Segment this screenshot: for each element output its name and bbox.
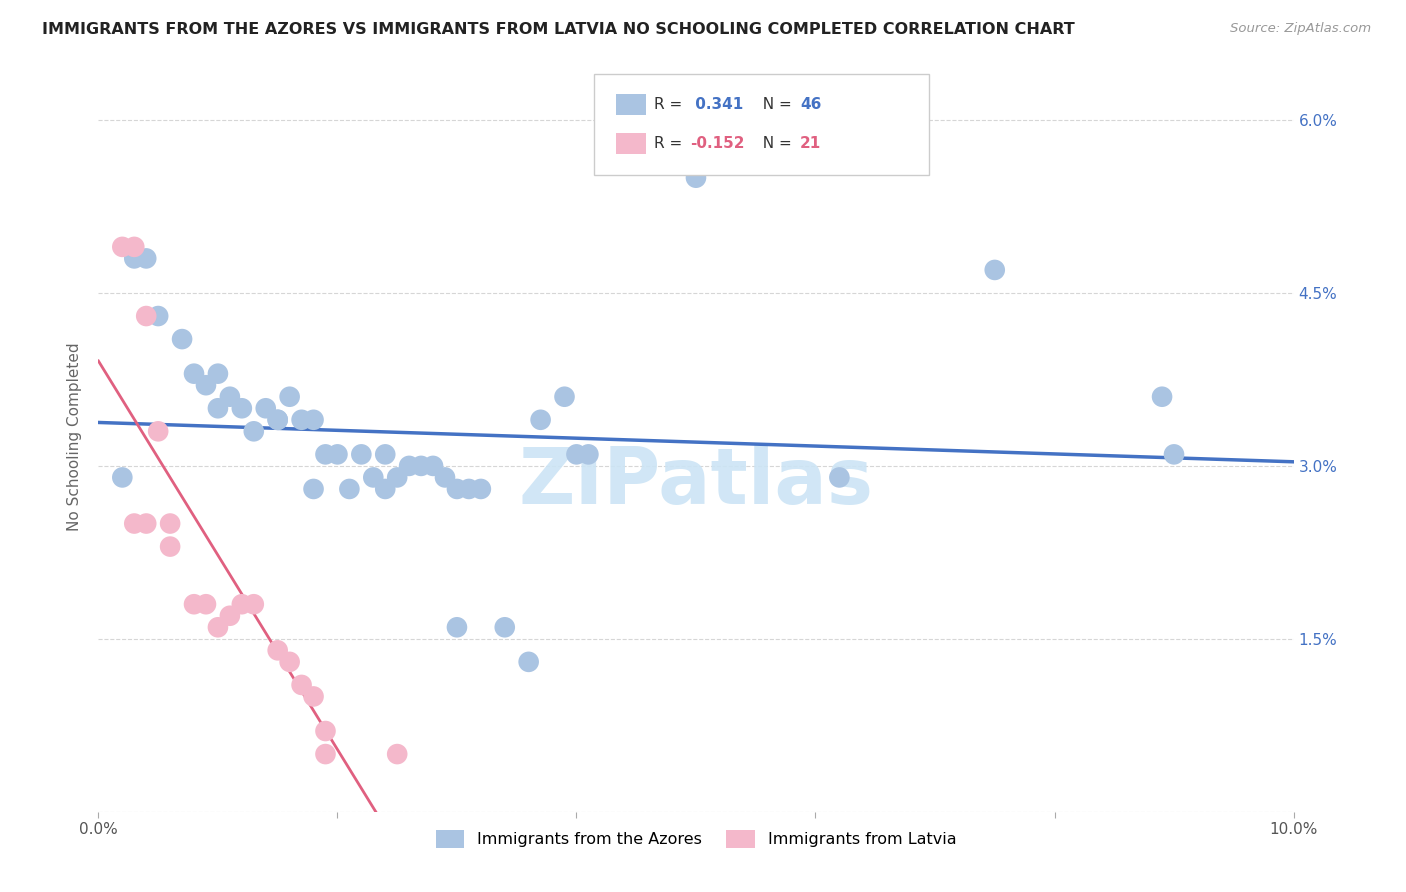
Point — [315, 747, 337, 761]
Point — [267, 413, 290, 427]
Point — [195, 597, 218, 611]
Text: ZIPatlas: ZIPatlas — [519, 444, 873, 520]
Point — [124, 252, 146, 266]
Point — [302, 413, 325, 427]
Point — [207, 401, 229, 416]
Text: 46: 46 — [800, 97, 821, 112]
Y-axis label: No Schooling Completed: No Schooling Completed — [67, 343, 83, 532]
Point — [124, 516, 146, 531]
Text: Source: ZipAtlas.com: Source: ZipAtlas.com — [1230, 22, 1371, 36]
Legend: Immigrants from the Azores, Immigrants from Latvia: Immigrants from the Azores, Immigrants f… — [427, 822, 965, 856]
Point — [411, 458, 433, 473]
Point — [135, 516, 157, 531]
Point — [685, 170, 707, 185]
Point — [291, 413, 314, 427]
Point — [363, 470, 385, 484]
Point — [1163, 447, 1185, 461]
Point — [219, 608, 242, 623]
Point — [135, 252, 157, 266]
Point — [231, 401, 253, 416]
Bar — [616, 133, 645, 153]
Point — [159, 516, 181, 531]
Point — [385, 470, 409, 484]
Bar — [616, 94, 645, 115]
Point — [984, 263, 1007, 277]
Text: -0.152: -0.152 — [690, 136, 745, 151]
Point — [302, 482, 325, 496]
Point — [315, 724, 337, 739]
Point — [267, 413, 290, 427]
Point — [446, 482, 468, 496]
FancyBboxPatch shape — [595, 74, 929, 175]
Point — [302, 690, 325, 704]
Text: 0.341: 0.341 — [690, 97, 744, 112]
Text: R =: R = — [654, 97, 688, 112]
Point — [339, 482, 361, 496]
Point — [172, 332, 194, 346]
Point — [278, 655, 301, 669]
Point — [135, 309, 157, 323]
Point — [374, 447, 396, 461]
Point — [207, 367, 229, 381]
Point — [183, 597, 205, 611]
Text: N =: N = — [754, 97, 797, 112]
Point — [828, 470, 851, 484]
Point — [291, 678, 314, 692]
Point — [517, 655, 540, 669]
Text: IMMIGRANTS FROM THE AZORES VS IMMIGRANTS FROM LATVIA NO SCHOOLING COMPLETED CORR: IMMIGRANTS FROM THE AZORES VS IMMIGRANTS… — [42, 22, 1076, 37]
Point — [278, 390, 301, 404]
Point — [530, 413, 553, 427]
Point — [434, 470, 457, 484]
Point — [554, 390, 576, 404]
Point — [219, 390, 242, 404]
Point — [446, 620, 468, 634]
Point — [315, 447, 337, 461]
Point — [111, 470, 134, 484]
Point — [458, 482, 481, 496]
Text: N =: N = — [754, 136, 797, 151]
Point — [385, 747, 409, 761]
Point — [243, 425, 266, 439]
Point — [148, 425, 170, 439]
Point — [148, 309, 170, 323]
Point — [422, 458, 444, 473]
Point — [124, 240, 146, 254]
Point — [231, 597, 253, 611]
Point — [350, 447, 373, 461]
Point — [1152, 390, 1174, 404]
Point — [578, 447, 600, 461]
Point — [494, 620, 516, 634]
Point — [111, 240, 134, 254]
Text: R =: R = — [654, 136, 688, 151]
Point — [254, 401, 277, 416]
Point — [159, 540, 181, 554]
Point — [470, 482, 492, 496]
Point — [267, 643, 290, 657]
Point — [207, 620, 229, 634]
Point — [398, 458, 420, 473]
Point — [565, 447, 588, 461]
Point — [183, 367, 205, 381]
Point — [243, 597, 266, 611]
Point — [195, 378, 218, 392]
Text: 21: 21 — [800, 136, 821, 151]
Point — [326, 447, 349, 461]
Point — [374, 482, 396, 496]
